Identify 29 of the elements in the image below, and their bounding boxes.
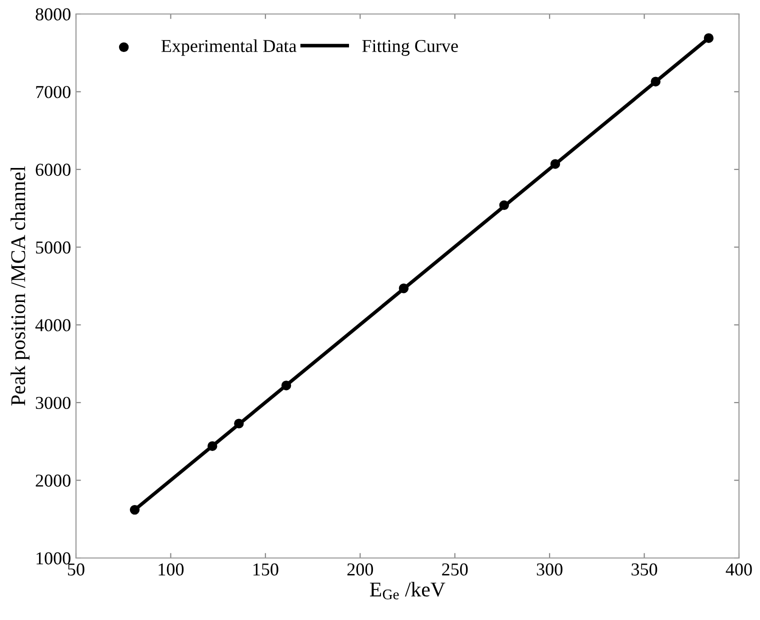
point [130,504,140,515]
point [234,418,244,428]
y-tick-label: 6000 [36,164,70,176]
point [704,33,714,43]
y-tick-label: 1000 [36,552,70,564]
x-tick-label: 100 [158,563,184,576]
x-tick-label: 250 [442,563,468,576]
y-tick-label: 2000 [36,474,70,487]
y-tick-label: 3000 [36,396,70,410]
x-tick-label: 50 [68,563,84,576]
point [550,159,560,169]
point [398,283,409,294]
point [281,380,292,390]
x-axis-title: E$_{Ge}$ /keV [370,582,446,600]
legend-label: Experimental Data [161,39,296,56]
x-tick-label: 300 [536,563,562,576]
legend-label: Fitting Curve [362,40,458,56]
point [650,76,661,86]
y-tick-label: 4000 [35,319,70,332]
x-tick-label: 350 [632,563,658,576]
x-tick-label: 150 [253,563,278,576]
point [499,200,509,210]
x-tick-label: 200 [347,563,373,576]
y-tick-label: 8000 [36,8,70,20]
y-axis-title: Peak position /MCA channel [10,166,30,406]
y-tick-label: 7000 [36,86,70,98]
point [208,441,218,451]
y-tick-label: 5000 [36,241,70,254]
x-tick-label: 400 [726,563,752,576]
